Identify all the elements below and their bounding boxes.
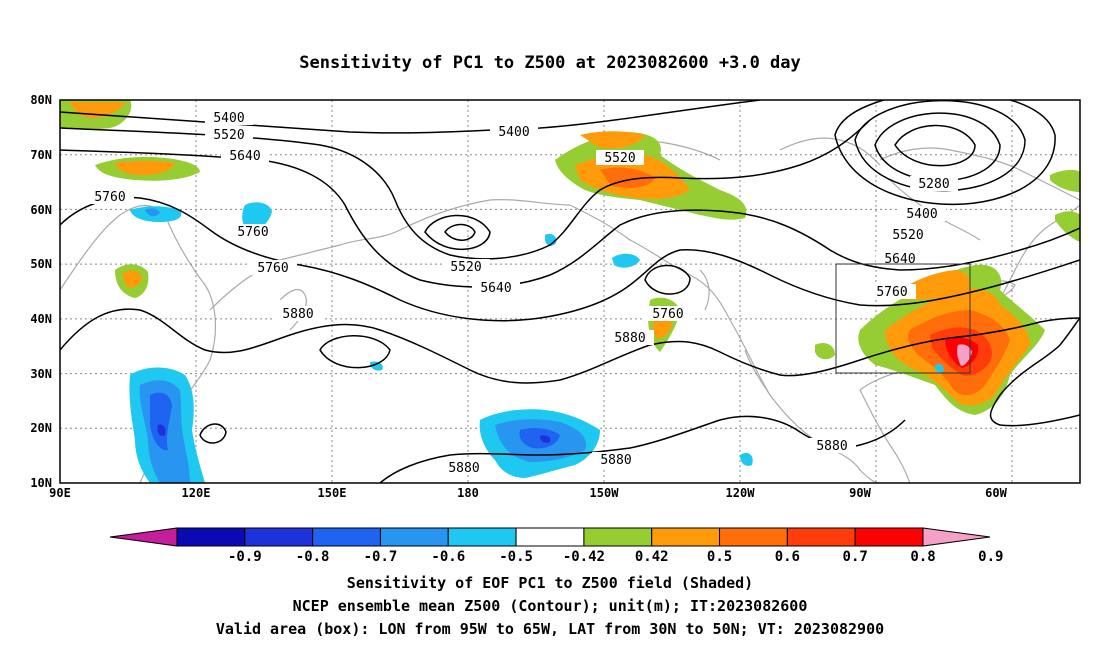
contour-label: 5880	[282, 307, 313, 322]
colorbar-tick-label: 0.9	[978, 549, 1003, 565]
colorbar-segment	[583, 527, 653, 547]
lon-label: 120W	[726, 486, 756, 500]
colorbar-tick-label: 0.6	[775, 549, 800, 565]
colorbar-tick-label: -0.5	[499, 549, 533, 565]
lon-label: 90W	[849, 486, 871, 500]
caption-line-1: Sensitivity of EOF PC1 to Z500 field (Sh…	[347, 574, 753, 592]
colorbar-segment	[379, 527, 449, 547]
colorbar-tick-label: -0.6	[431, 549, 465, 565]
lon-label: 120E	[182, 486, 211, 500]
lon-label: 90E	[49, 486, 71, 500]
lat-label: 60N	[30, 203, 52, 217]
colorbar-tick-label: -0.8	[296, 549, 330, 565]
lon-label: 150E	[318, 486, 347, 500]
contour-label: 5640	[229, 149, 260, 164]
lat-label: 40N	[30, 312, 52, 326]
colorbar-segment	[786, 527, 856, 547]
latitude-axis: 80N 70N 60N 50N 40N 30N 20N 10N	[30, 93, 52, 490]
contour-label: 5640	[884, 252, 915, 267]
contour-label: 5520	[892, 228, 923, 243]
colorbar-segment	[244, 527, 314, 547]
lat-label: 50N	[30, 257, 52, 271]
contour-label: 5760	[257, 261, 288, 276]
lat-label: 20N	[30, 421, 52, 435]
colorbar-segment	[515, 527, 585, 547]
contour-label: 5880	[600, 453, 631, 468]
colorbar-low-extension	[109, 527, 178, 547]
colorbar-segment	[651, 527, 721, 547]
contour-label: 5520	[213, 128, 244, 143]
colorbar-segment	[312, 527, 381, 547]
colorbar-tick-label: -0.7	[364, 549, 398, 565]
contour-label: 5760	[652, 307, 683, 322]
colorbar-tick-label: 0.5	[707, 549, 732, 565]
colorbar: -0.9 -0.8 -0.7 -0.6 -0.5 -0.42 0.42 0.5 0.6 0.7 0.…	[109, 527, 1003, 565]
contour-label: 5880	[816, 439, 847, 454]
figure-title: Sensitivity of PC1 to Z500 at 2023082600…	[299, 53, 801, 73]
contour-label: 5880	[448, 461, 479, 476]
z500-contours	[60, 100, 1080, 483]
caption: Sensitivity of EOF PC1 to Z500 field (Sh…	[216, 574, 884, 638]
contour-label: 5400	[498, 125, 529, 140]
colorbar-high-extension	[922, 527, 991, 547]
contour-label: 5760	[94, 190, 125, 205]
colorbar-segment	[176, 527, 246, 547]
contour-label: 5400	[213, 111, 244, 126]
contour-label: 5640	[480, 281, 511, 296]
contour-label: 5760	[876, 285, 907, 300]
contour-labels: 5400 5520 5640 5760 5760 5760 5880 5400 …	[86, 110, 958, 476]
contour-label: 5400	[906, 207, 937, 222]
colorbar-tick-label: 0.42	[635, 549, 669, 565]
caption-line-2: NCEP ensemble mean Z500 (Contour); unit(…	[293, 597, 808, 615]
lat-label: 80N	[30, 93, 52, 107]
colorbar-segment	[447, 527, 517, 547]
map-frame	[59, 99, 1081, 484]
colorbar-tick-label: 0.8	[910, 549, 935, 565]
caption-line-3: Valid area (box): LON from 95W to 65W, L…	[216, 620, 884, 638]
longitude-axis: 90E 120E 150E 180 150W 120W 90W 60W	[49, 486, 1007, 500]
colorbar-tick-label: -0.42	[563, 549, 605, 565]
valid-area-box	[835, 263, 971, 374]
colorbar-segment	[854, 527, 924, 547]
lat-label: 70N	[30, 148, 52, 162]
lat-label: 30N	[30, 367, 52, 381]
colorbar-tick-label: -0.9	[228, 549, 262, 565]
colorbar-segment	[719, 527, 788, 547]
shaded-sensitivity	[60, 100, 1080, 483]
contour-label: 5520	[450, 260, 481, 275]
map-panel: 5400 5520 5640 5760 5760 5760 5880 5400 …	[60, 100, 1080, 483]
lon-label: 180	[457, 486, 479, 500]
colorbar-tick-label: 0.7	[843, 549, 868, 565]
contour-label: 5280	[918, 177, 949, 192]
contour-label: 5880	[614, 331, 645, 346]
lat-label: 10N	[30, 476, 52, 490]
contour-label: 5520	[604, 151, 635, 166]
lon-label: 60W	[985, 486, 1007, 500]
contour-label: 5760	[237, 225, 268, 240]
lon-label: 150W	[590, 486, 620, 500]
